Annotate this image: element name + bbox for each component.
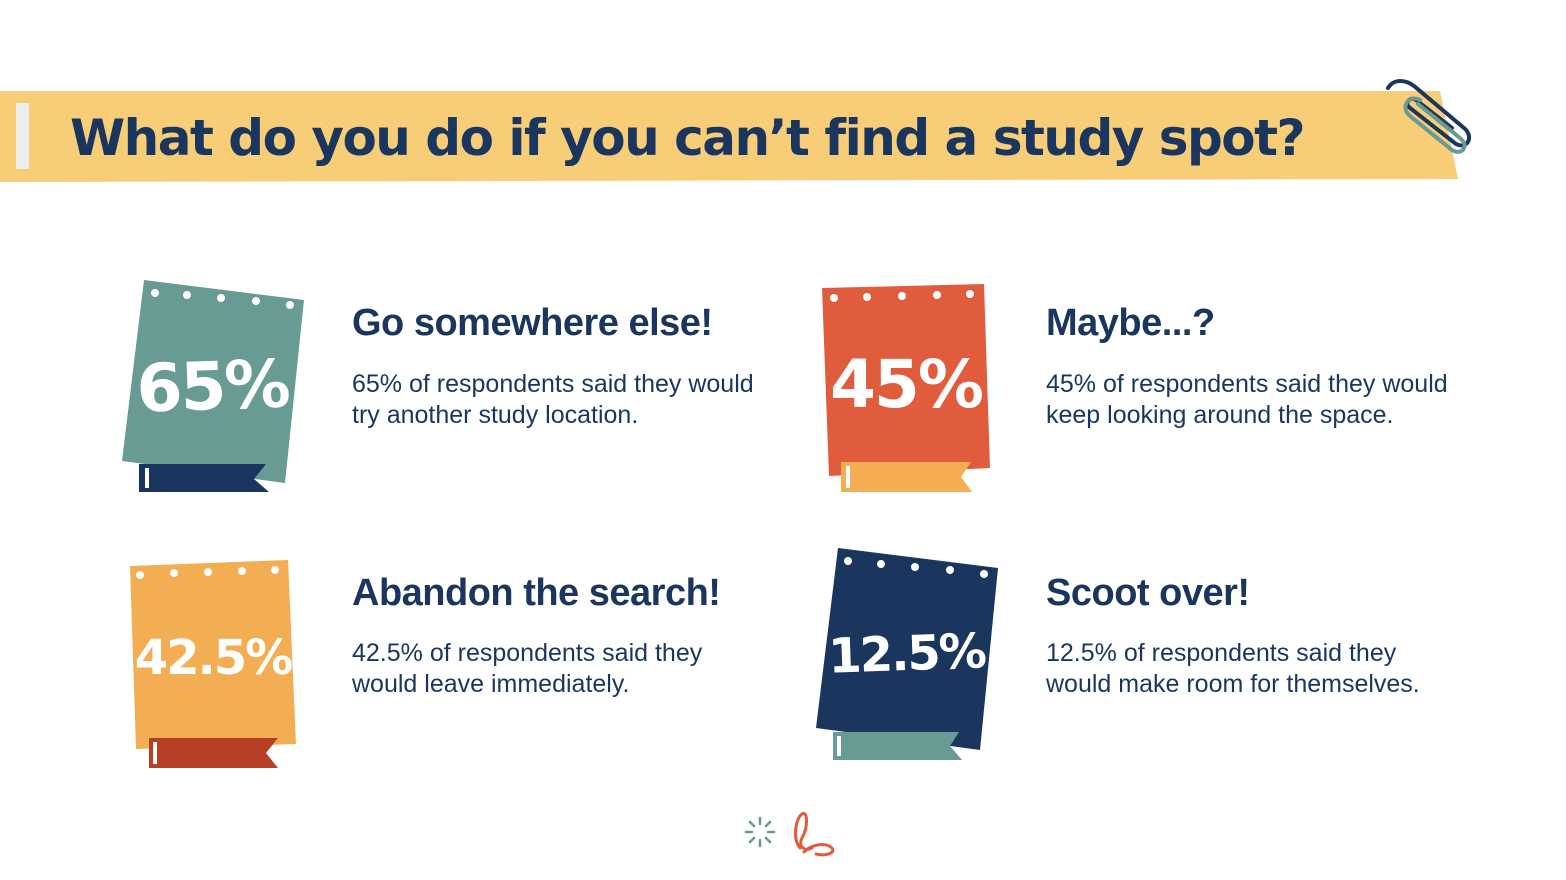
item-description: 45% of respondents said they would keep … — [1046, 370, 1448, 429]
page-title: What do you do if you can’t find a study… — [70, 109, 1306, 167]
item-title: Maybe...? — [1046, 302, 1215, 344]
stat-card-abandon: 42.5% — [128, 558, 308, 773]
item-description: 12.5% of respondents said they would mak… — [1046, 639, 1420, 698]
item-title: Scoot over! — [1046, 572, 1250, 614]
stat-card-maybe: 45% — [820, 282, 1000, 498]
percent-label: 42.5% — [134, 630, 294, 686]
paperclip-icon — [1386, 79, 1472, 154]
stat-card-scoot-over: 12.5% — [814, 546, 1002, 766]
percent-label: 65% — [135, 345, 290, 428]
percent-label: 12.5% — [827, 623, 986, 685]
item-description: 42.5% of respondents said they would lea… — [352, 639, 703, 698]
title-banner — [0, 91, 1460, 182]
item-title: Abandon the search! — [352, 572, 721, 614]
stat-card-go-somewhere-else: 65% — [120, 278, 310, 496]
percent-label: 45% — [830, 346, 984, 423]
item-title: Go somewhere else! — [352, 302, 713, 344]
sparkle-doodle-icon — [744, 816, 776, 848]
swirl-doodle-icon — [794, 811, 835, 857]
item-description: 65% of respondents said they would try a… — [352, 370, 754, 429]
